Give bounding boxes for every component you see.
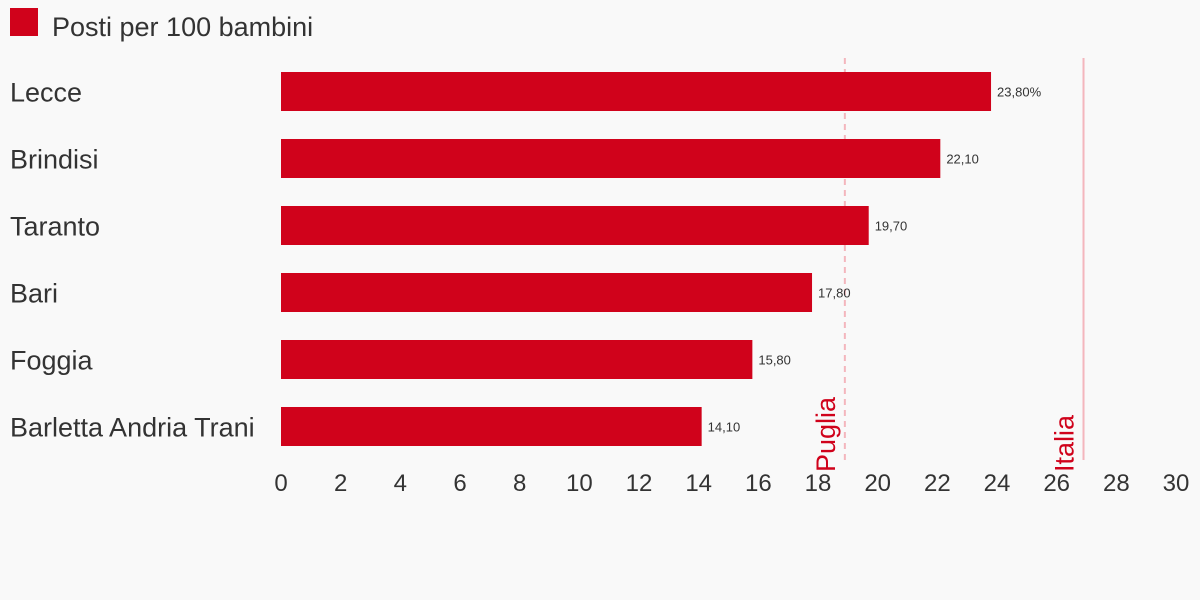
x-tick-label: 10 bbox=[566, 470, 593, 497]
category-label: Bari bbox=[10, 279, 58, 309]
legend-swatch[interactable] bbox=[10, 8, 38, 36]
data-label: 23,80% bbox=[997, 85, 1042, 100]
bar bbox=[281, 139, 941, 178]
bar bbox=[281, 273, 813, 312]
category-label: Barletta Andria Trani bbox=[10, 413, 255, 443]
x-tick-label: 24 bbox=[984, 470, 1011, 497]
x-tick-label: 2 bbox=[334, 470, 347, 497]
bar bbox=[281, 206, 869, 245]
reference-lines bbox=[843, 58, 1085, 460]
reference-labels: Puglia Italia bbox=[811, 396, 1080, 472]
x-tick-label: 28 bbox=[1103, 470, 1130, 497]
category-label: Brindisi bbox=[10, 145, 99, 175]
bar bbox=[281, 72, 992, 111]
category-label: Taranto bbox=[10, 212, 100, 242]
category-labels: Lecce Brindisi Taranto Bari Foggia Barletta A… bbox=[10, 78, 255, 443]
x-tick-label: 14 bbox=[685, 470, 712, 497]
legend-label: Posti per 100 bambini bbox=[52, 12, 314, 42]
x-tick-label: 20 bbox=[864, 470, 891, 497]
data-label: 17,80 bbox=[818, 286, 851, 301]
x-tick-label: 8 bbox=[513, 470, 526, 497]
data-label: 14,10 bbox=[708, 420, 741, 435]
x-tick-label: 4 bbox=[394, 470, 407, 497]
reference-label-puglia: Puglia bbox=[811, 396, 841, 472]
bars bbox=[281, 72, 992, 446]
x-tick-label: 30 bbox=[1163, 470, 1190, 497]
x-tick-label: 12 bbox=[626, 470, 653, 497]
x-tick-label: 6 bbox=[453, 470, 466, 497]
data-labels: 23,80% 22,10 19,70 17,80 15,80 14,10 bbox=[708, 85, 1042, 435]
bar bbox=[281, 407, 702, 446]
bar bbox=[281, 340, 753, 379]
x-tick-label: 0 bbox=[274, 470, 287, 497]
x-tick-label: 26 bbox=[1043, 470, 1070, 497]
x-tick-label: 18 bbox=[805, 470, 832, 497]
x-tick-label: 16 bbox=[745, 470, 772, 497]
reference-label-italia: Italia bbox=[1050, 414, 1080, 472]
data-label: 22,10 bbox=[946, 152, 979, 167]
x-tick-label: 22 bbox=[924, 470, 951, 497]
category-label: Lecce bbox=[10, 78, 82, 108]
data-label: 15,80 bbox=[758, 353, 791, 368]
data-label: 19,70 bbox=[875, 219, 908, 234]
category-label: Foggia bbox=[10, 346, 94, 376]
legend: Posti per 100 bambini bbox=[10, 8, 314, 44]
x-axis-ticks: 0 2 4 6 8 10 12 14 16 18 20 22 24 26 28 30 bbox=[274, 470, 1189, 497]
